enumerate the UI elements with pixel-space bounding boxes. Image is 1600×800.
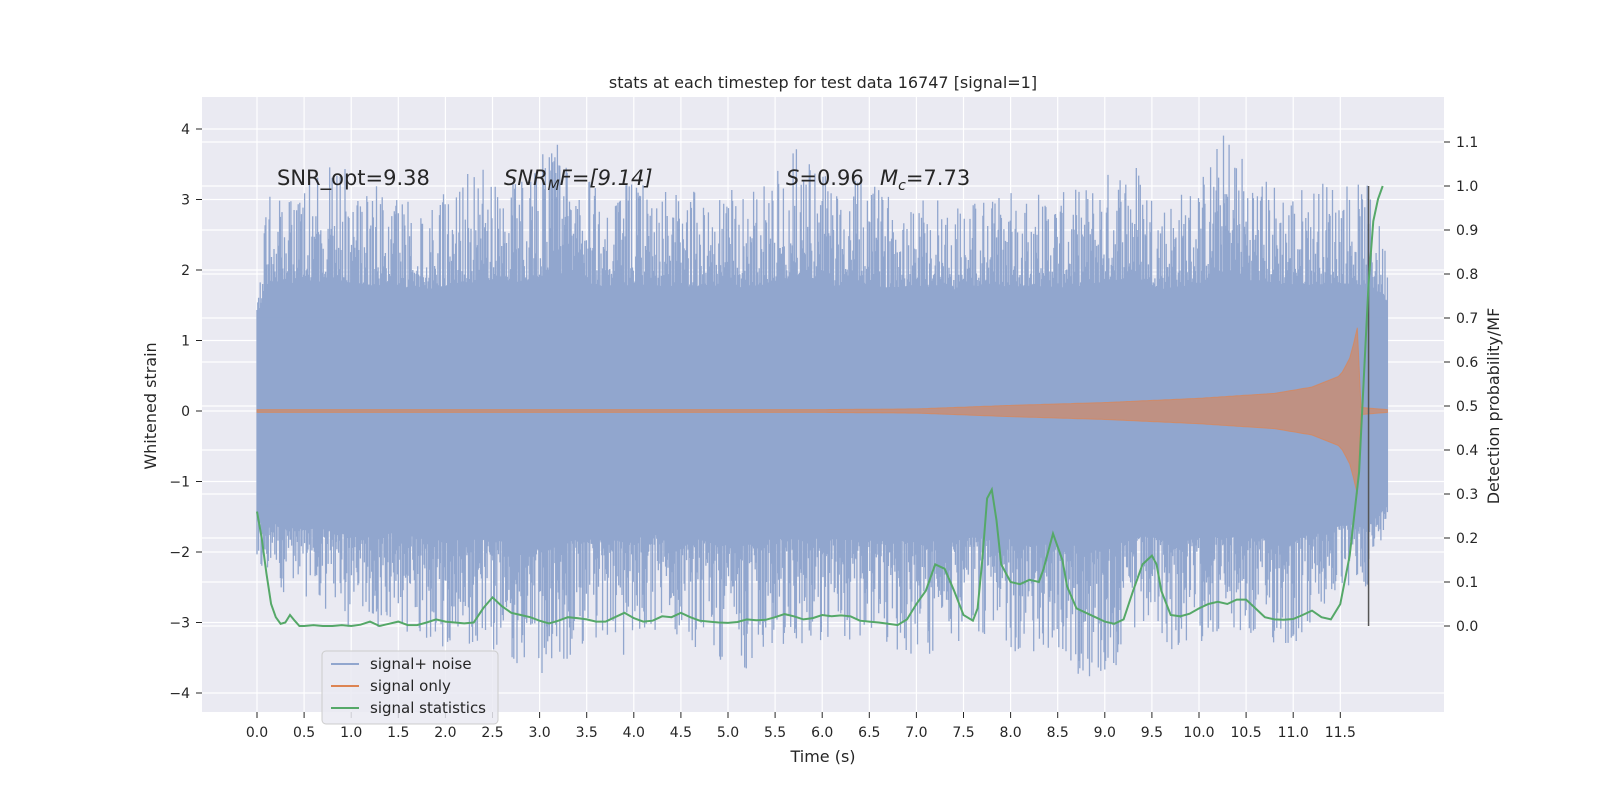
s-value: =0.96 <box>799 166 863 190</box>
y2-tick-label: 0.1 <box>1456 575 1478 591</box>
y2-tick-label: 0.7 <box>1456 311 1478 327</box>
x-tick-label: 5.5 <box>764 725 786 741</box>
y2-axis-ticks: 1.1 1.0 0.9 0.8 0.7 0.6 0.5 0.4 0.3 0.2 0.1 0.0 <box>1444 135 1478 635</box>
y-tick-label: 3 <box>181 193 190 209</box>
x-tick-label: 7.0 <box>905 725 927 741</box>
legend-signal-noise-label: signal+ noise <box>370 655 472 673</box>
snr-mf-subscript: M <box>548 178 560 194</box>
mc-value: =7.73 <box>906 166 970 190</box>
y-tick-label: −3 <box>169 616 190 632</box>
y-axis-label: Whitened strain <box>141 342 160 469</box>
y2-tick-label: 0.0 <box>1456 619 1478 635</box>
x-tick-label: 2.5 <box>481 725 503 741</box>
y2-tick-label: 0.6 <box>1456 355 1478 371</box>
x-tick-label: 0.5 <box>293 725 315 741</box>
y2-axis-label: Detection probability/MF <box>1484 308 1503 505</box>
snr-mf-rest: F=[9.14] <box>560 166 653 190</box>
legend-signal-only-label: signal only <box>370 677 451 695</box>
x-tick-label: 3.5 <box>576 725 598 741</box>
x-tick-label: 8.5 <box>1047 725 1069 741</box>
x-tick-label: 10.5 <box>1231 725 1262 741</box>
y2-tick-label: 1.1 <box>1456 135 1478 151</box>
y-tick-label: 0 <box>181 404 190 420</box>
x-tick-label: 11.0 <box>1278 725 1309 741</box>
x-tick-label: 5.0 <box>717 725 739 741</box>
y2-tick-label: 0.2 <box>1456 531 1478 547</box>
signal-only-band <box>256 327 1388 495</box>
y-tick-label: 1 <box>181 334 190 350</box>
x-tick-label: 1.5 <box>387 725 409 741</box>
x-axis-ticks: 0.0 0.5 1.0 1.5 2.0 2.5 3.0 3.5 4.0 4.5 5.0 5.5 6.0 6… <box>246 712 1356 741</box>
x-tick-label: 10.0 <box>1183 725 1214 741</box>
y-tick-label: −4 <box>169 686 190 702</box>
x-tick-label: 1.0 <box>340 725 362 741</box>
x-tick-label: 4.5 <box>670 725 692 741</box>
y2-tick-label: 0.9 <box>1456 223 1478 239</box>
x-tick-label: 9.5 <box>1141 725 1163 741</box>
mc-symbol: M <box>880 166 898 190</box>
x-tick-label: 7.5 <box>952 725 974 741</box>
chart-title: stats at each timestep for test data 167… <box>609 73 1037 92</box>
snr-mf-prefix: SNR <box>504 166 548 190</box>
annotations: SNR_opt=9.38 SNRMF=[9.14] S=0.96 Mc=7.73 <box>277 166 970 194</box>
snr-mf-annotation: SNRMF=[9.14] <box>504 166 653 194</box>
s-annotation: S=0.96 <box>786 166 864 190</box>
y-tick-label: −2 <box>169 545 190 561</box>
x-axis-label: Time (s) <box>789 747 855 766</box>
x-tick-label: 4.0 <box>623 725 645 741</box>
signal-statistics-line <box>256 185 1384 628</box>
mc-annotation: Mc=7.73 <box>880 166 970 194</box>
y-tick-label: −1 <box>169 475 190 491</box>
s-symbol: S <box>786 166 799 190</box>
y2-tick-label: 0.8 <box>1456 267 1478 283</box>
series-group <box>256 135 1389 677</box>
legend-frame <box>321 650 499 725</box>
legend-signal-statistics-label: signal statistics <box>370 699 486 717</box>
x-tick-label: 11.5 <box>1325 725 1356 741</box>
y-tick-label: 2 <box>181 263 190 279</box>
mc-subscript: c <box>898 178 906 194</box>
x-tick-label: 6.5 <box>858 725 880 741</box>
y2-tick-label: 0.4 <box>1456 443 1478 459</box>
x-tick-label: 0.0 <box>246 725 268 741</box>
y2-tick-label: 0.3 <box>1456 487 1478 503</box>
y-axis-ticks: 4 3 2 1 0 −1 −2 −3 −4 <box>169 122 202 702</box>
y-tick-label: 4 <box>181 122 190 138</box>
y2-tick-label: 0.5 <box>1456 399 1478 415</box>
x-tick-label: 8.0 <box>999 725 1021 741</box>
x-tick-label: 9.0 <box>1094 725 1116 741</box>
x-tick-label: 3.0 <box>528 725 550 741</box>
snr-opt-annotation: SNR_opt=9.38 <box>277 166 430 191</box>
y2-tick-label: 1.0 <box>1456 179 1478 195</box>
x-tick-label: 2.0 <box>434 725 456 741</box>
x-tick-label: 6.0 <box>811 725 833 741</box>
legend: signal+ noise signal only signal statistic… <box>321 650 499 725</box>
